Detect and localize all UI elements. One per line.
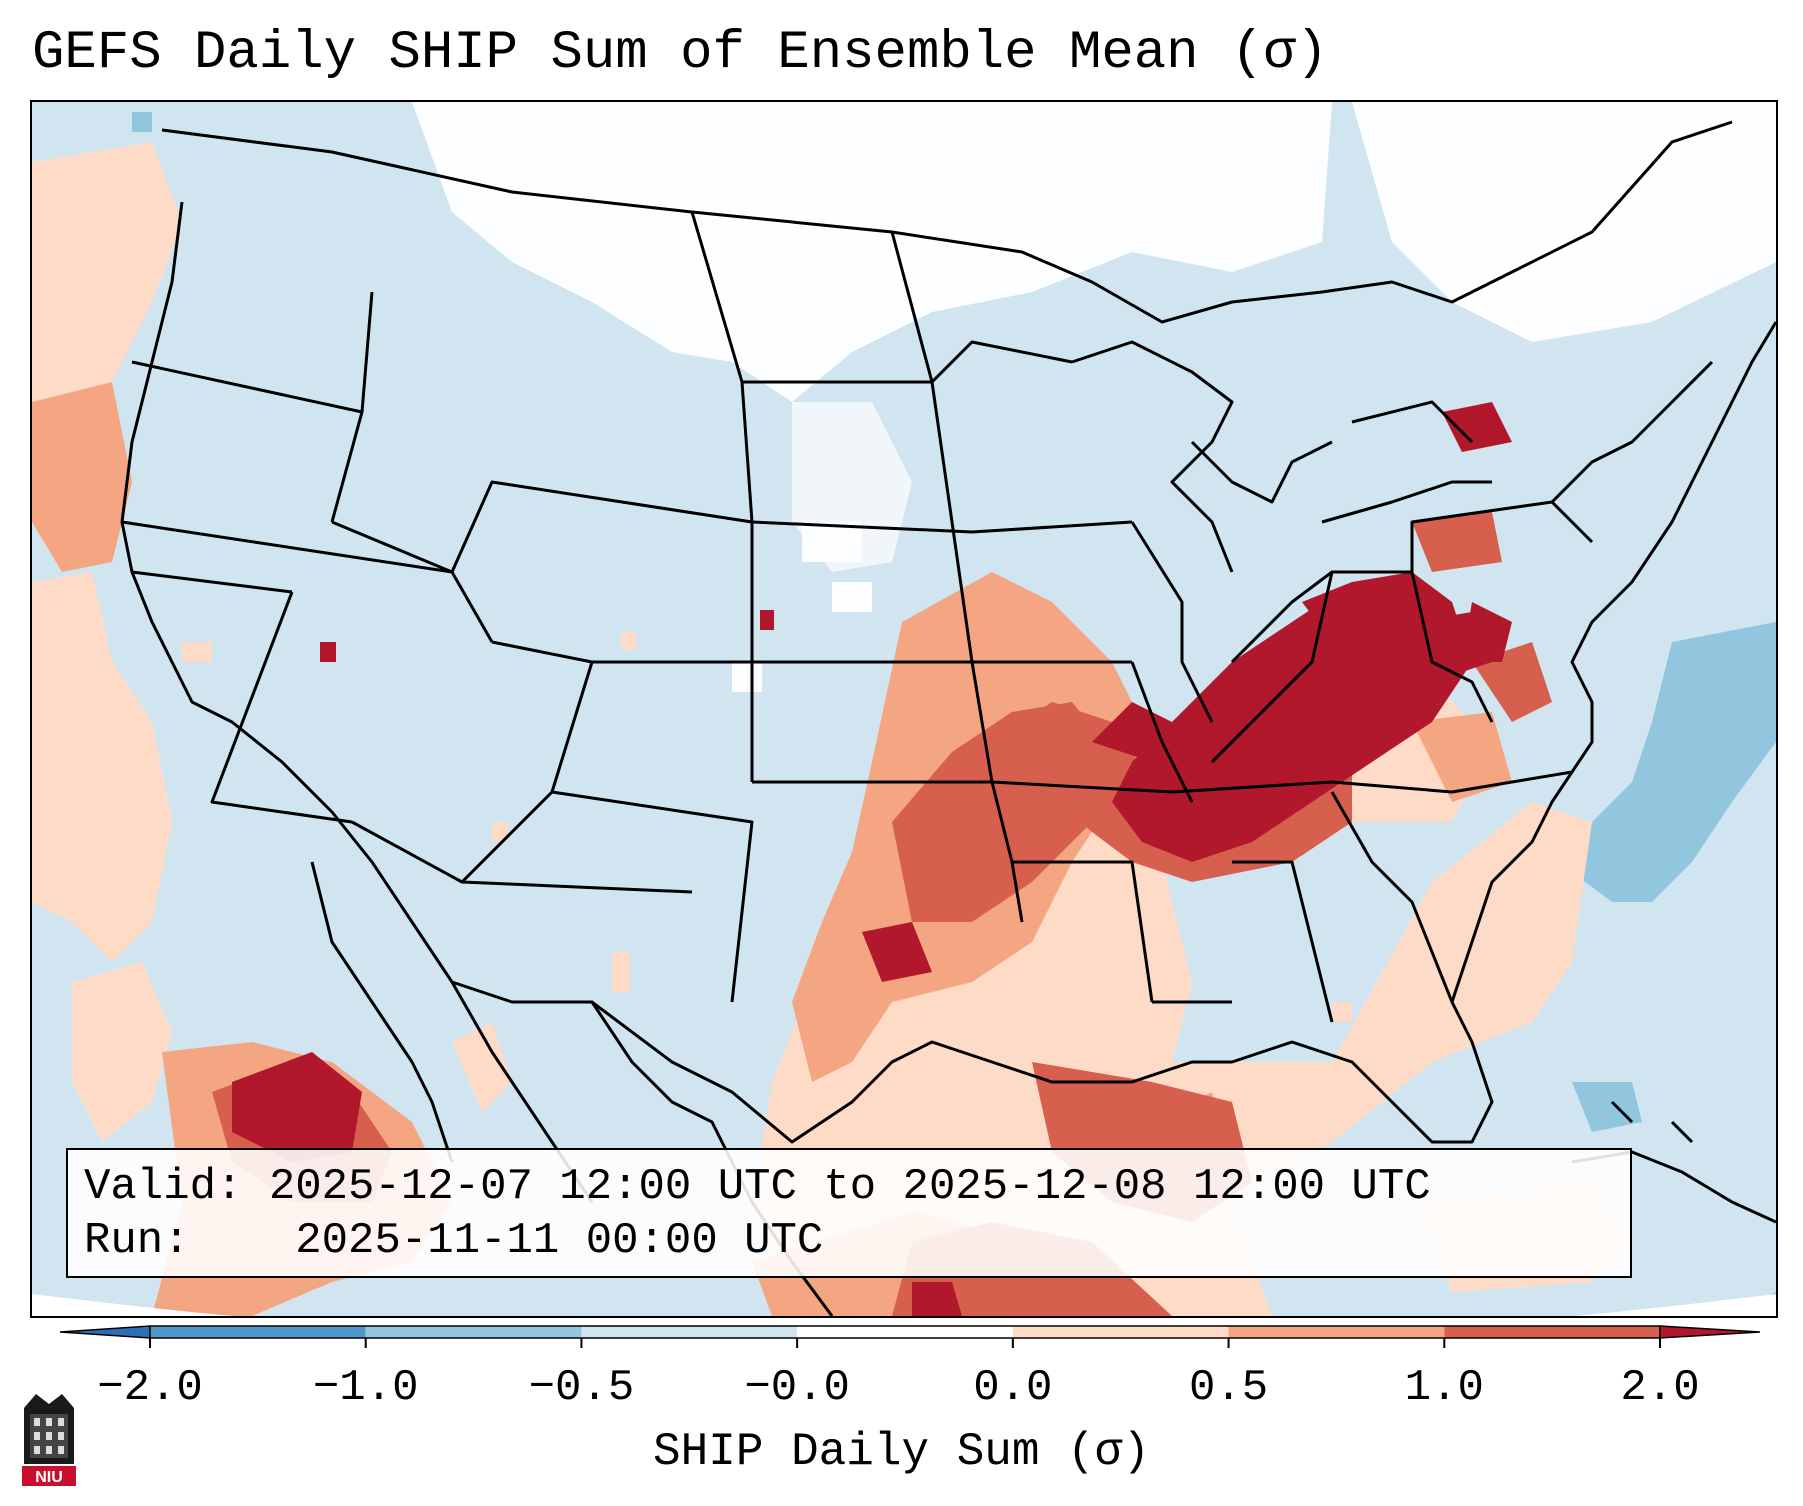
map-canvas	[32, 102, 1776, 1316]
colorbar-label: SHIP Daily Sum (σ)	[653, 1426, 1150, 1478]
negative-anomaly-areas	[92, 112, 1776, 1316]
colorbar-extend-high	[1659, 1325, 1760, 1339]
great-lakes	[1071, 340, 1492, 573]
colorbar-bin	[1228, 1326, 1445, 1338]
map-panel	[30, 100, 1778, 1318]
colorbar-tick-label: 0.5	[1188, 1363, 1269, 1413]
state-lines-central	[690, 211, 1173, 1003]
state-lines-west	[121, 291, 754, 1003]
colorbar	[60, 1325, 1760, 1348]
colorbar-bin	[1444, 1326, 1660, 1338]
state-lines-east	[1130, 360, 1714, 1023]
info-box: Valid: 2025-12-07 12:00 UTC to 2025-12-0…	[66, 1148, 1632, 1278]
niu-logo-icon: NIU	[22, 1394, 76, 1486]
colorbar-tick-label: 1.0	[1404, 1363, 1484, 1413]
chart-title: GEFS Daily SHIP Sum of Ensemble Mean (σ)	[32, 23, 1329, 84]
colorbar-bin	[581, 1326, 798, 1338]
colorbar-tick-label: −1.0	[312, 1363, 419, 1413]
colorbar-tick-labels: −2.0 −1.0 −0.5 −0.0 0.0 0.5 1.0 2.0	[0, 1360, 1803, 1420]
valid-value: 2025-12-07 12:00 UTC to 2025-12-08 12:00…	[268, 1162, 1431, 1212]
colorbar-tick-label: −0.5	[528, 1363, 635, 1413]
colorbar-bin	[1012, 1326, 1229, 1338]
near-zero-areas	[412, 102, 1776, 692]
west-coast	[120, 201, 594, 1203]
colorbar-tick-label: −0.0	[744, 1363, 850, 1413]
colorbar-tick-label: 2.0	[1620, 1363, 1700, 1413]
colorbar-bin	[150, 1326, 366, 1338]
boundary-lines	[120, 120, 1776, 1316]
valid-label: Valid:	[84, 1162, 243, 1212]
run-value: 2025-11-11 00:00 UTC	[295, 1216, 824, 1266]
colorbar-bin	[365, 1326, 582, 1338]
east-coast	[1450, 321, 1776, 1003]
colorbar-tick-label: 0.0	[973, 1363, 1053, 1413]
run-label: Run:	[84, 1216, 190, 1266]
colorbar-extend-low	[60, 1325, 151, 1339]
colorbar-tick-label: −2.0	[97, 1363, 203, 1413]
scattered-pixels	[182, 632, 1352, 1022]
svg-text:NIU: NIU	[35, 1469, 63, 1486]
canada-us-border	[161, 120, 1733, 324]
colorbar-bin	[797, 1326, 1013, 1338]
gulf-coast	[591, 1000, 1494, 1144]
baja	[310, 861, 454, 1163]
